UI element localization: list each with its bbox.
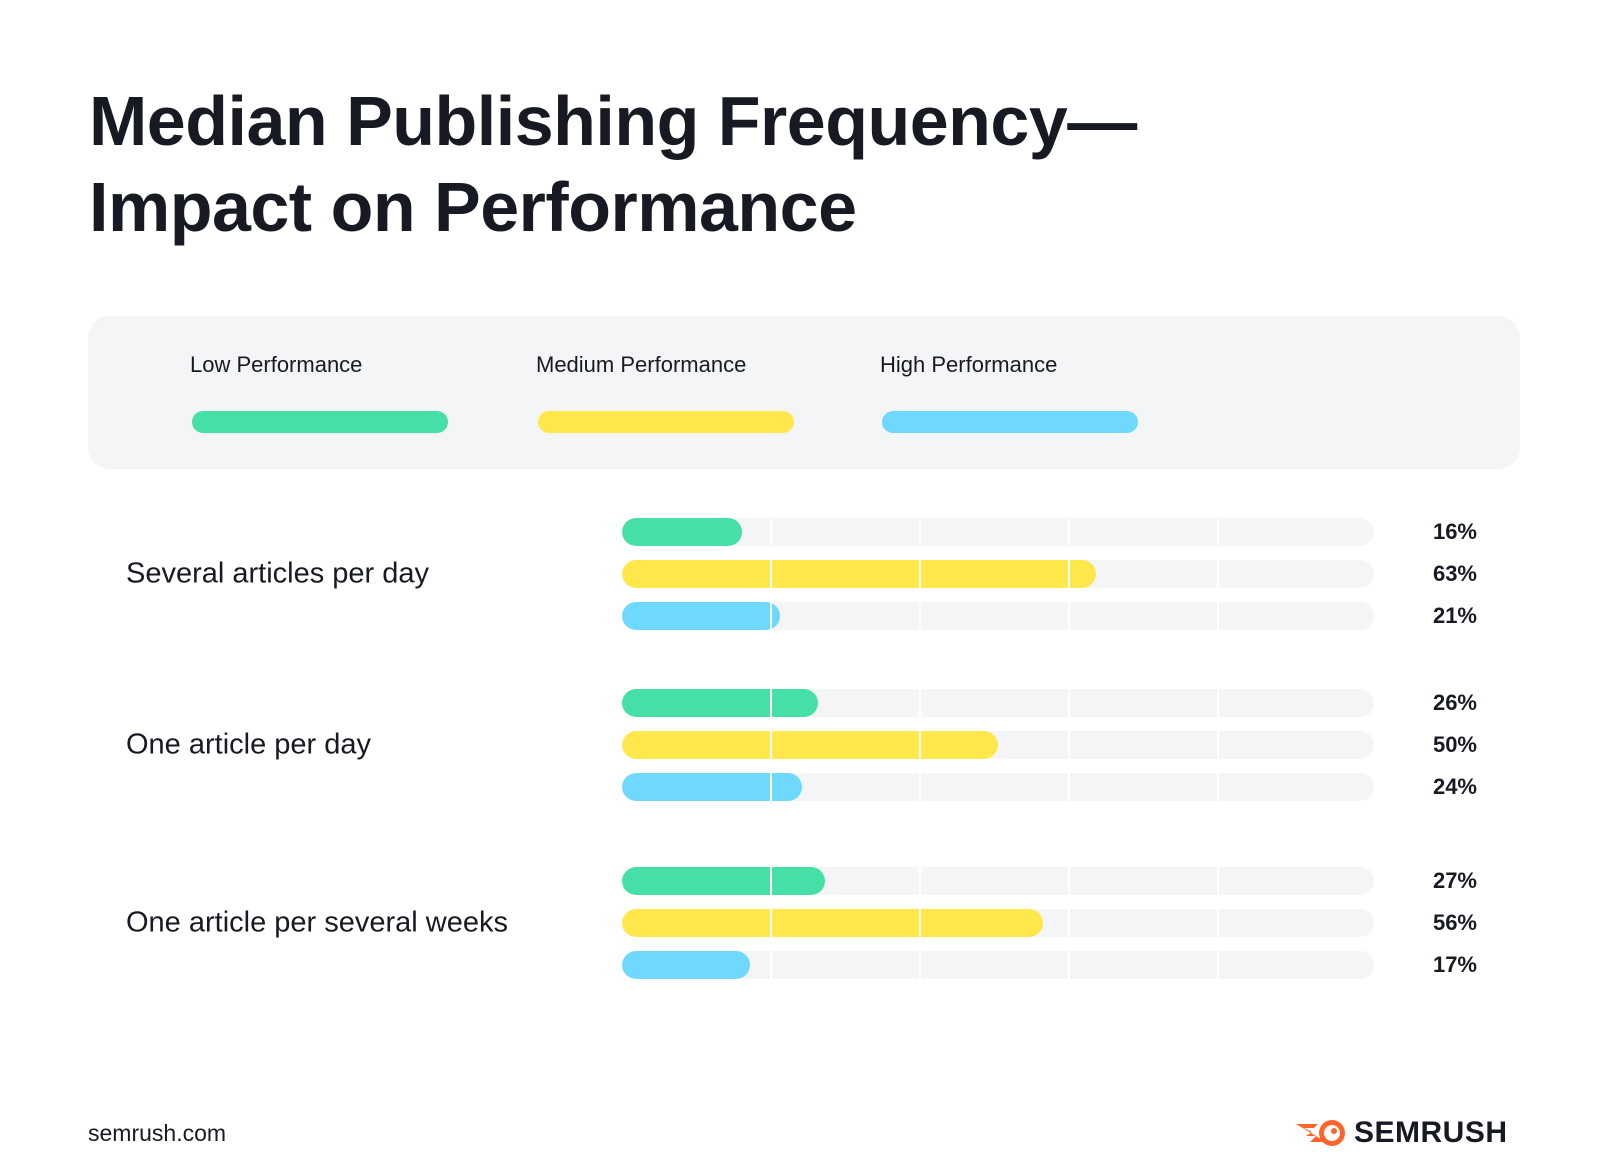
- gridline: [1217, 602, 1219, 630]
- bar-track: [622, 773, 1374, 801]
- gridline: [919, 602, 921, 630]
- data-label: 56%: [1432, 910, 1477, 935]
- data-label: 21%: [1432, 603, 1477, 628]
- bar-track: [622, 909, 1374, 937]
- gridline: [919, 731, 921, 759]
- category-label: One article per day: [126, 728, 372, 761]
- gridline: [1068, 602, 1070, 630]
- bar: [622, 731, 998, 759]
- gridline: [919, 689, 921, 717]
- semrush-flame-icon: [1296, 1120, 1345, 1146]
- bar: [622, 951, 750, 979]
- legend-swatch: [538, 411, 794, 433]
- bar-track: [622, 518, 1374, 546]
- legend-label: Medium Performance: [536, 352, 747, 377]
- gridline: [919, 909, 921, 937]
- gridline: [1217, 951, 1219, 979]
- gridline: [1217, 773, 1219, 801]
- legend-item-medium: Medium Performance: [536, 352, 794, 433]
- gridline: [1217, 909, 1219, 937]
- semrush-logo: SEMRUSH: [1296, 1116, 1508, 1150]
- bar: [622, 773, 803, 801]
- logo-text: SEMRUSH: [1354, 1116, 1508, 1149]
- gridline: [919, 867, 921, 895]
- data-label: 26%: [1432, 690, 1477, 715]
- gridline: [1068, 731, 1070, 759]
- source-label: semrush.com: [88, 1120, 227, 1146]
- legend-label: Low Performance: [190, 352, 363, 377]
- title-line-1: Median Publishing Frequency—: [89, 82, 1137, 160]
- gridline: [1068, 773, 1070, 801]
- gridline: [919, 518, 921, 546]
- gridline: [1217, 560, 1219, 588]
- bar-track: [622, 867, 1374, 895]
- gridline: [1217, 867, 1219, 895]
- gridline: [770, 560, 772, 588]
- title-line-2: Impact on Performance: [89, 168, 857, 246]
- legend-item-low: Low Performance: [190, 352, 448, 433]
- gridline: [1068, 867, 1070, 895]
- bar: [622, 602, 780, 630]
- data-label: 16%: [1432, 519, 1477, 544]
- legend-swatch: [882, 411, 1138, 433]
- gridline: [770, 909, 772, 937]
- legend: Low Performance Medium Performance High …: [88, 316, 1520, 469]
- gridline: [1068, 689, 1070, 717]
- gridline: [770, 602, 772, 630]
- bar: [622, 867, 826, 895]
- chart-title: Median Publishing Frequency— Impact on P…: [89, 78, 1137, 250]
- bar-track: [622, 560, 1374, 588]
- data-label: 27%: [1432, 868, 1477, 893]
- gridline: [770, 731, 772, 759]
- bar: [622, 518, 743, 546]
- bar-track: [622, 731, 1374, 759]
- gridline: [770, 689, 772, 717]
- legend-item-high: High Performance: [880, 352, 1138, 433]
- category-label: One article per several weeks: [126, 906, 508, 939]
- gridline: [919, 560, 921, 588]
- gridline: [1068, 518, 1070, 546]
- gridline: [1068, 560, 1070, 588]
- gridline: [919, 773, 921, 801]
- gridline: [1068, 951, 1070, 979]
- data-label: 50%: [1432, 732, 1477, 757]
- gridline: [1217, 689, 1219, 717]
- category-label: Several articles per day: [126, 557, 430, 590]
- data-label: 24%: [1432, 774, 1477, 799]
- legend-label: High Performance: [880, 352, 1058, 377]
- bar: [622, 560, 1096, 588]
- legend-swatch: [192, 411, 448, 433]
- gridline: [1217, 518, 1219, 546]
- gridline: [1068, 909, 1070, 937]
- gridline: [1217, 731, 1219, 759]
- data-label: 63%: [1432, 561, 1477, 586]
- bar-track: [622, 602, 1374, 630]
- bar: [622, 689, 818, 717]
- gridline: [770, 867, 772, 895]
- data-label: 17%: [1432, 952, 1477, 977]
- gridline: [770, 518, 772, 546]
- bar: [622, 909, 1044, 937]
- gridline: [770, 951, 772, 979]
- gridline: [770, 773, 772, 801]
- bar-track: [622, 951, 1374, 979]
- gridline: [919, 951, 921, 979]
- bar-track: [622, 689, 1374, 717]
